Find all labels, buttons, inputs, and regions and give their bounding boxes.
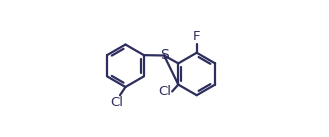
Text: Cl: Cl	[110, 96, 123, 109]
Text: S: S	[160, 48, 168, 62]
Text: Cl: Cl	[158, 85, 171, 98]
Text: F: F	[193, 30, 200, 43]
